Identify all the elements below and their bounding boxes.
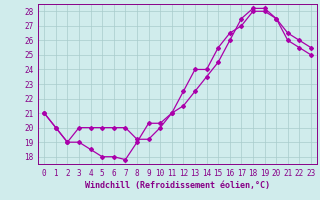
X-axis label: Windchill (Refroidissement éolien,°C): Windchill (Refroidissement éolien,°C)	[85, 181, 270, 190]
